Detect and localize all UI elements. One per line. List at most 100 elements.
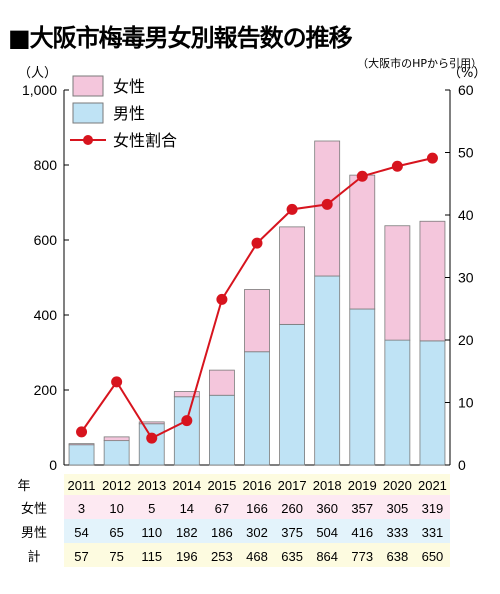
bar-female-2012: [103, 436, 130, 442]
table-bg-male: [64, 519, 450, 543]
table-cell-male: 65: [109, 525, 123, 540]
table-cell-male: 375: [281, 525, 303, 540]
table-cell-male: 186: [211, 525, 233, 540]
ratio-point-2015: [216, 293, 228, 305]
y-right-tick-label: 0: [458, 457, 466, 473]
table-cell-total: 635: [281, 549, 303, 564]
y-right-tick-label: 60: [458, 82, 474, 98]
legend-female-swatch: [72, 75, 104, 97]
y-right-tick-label: 50: [458, 145, 474, 161]
table-cell-female: 5: [148, 501, 155, 516]
ratio-point-2012: [111, 376, 123, 388]
ratio-point-2017: [286, 203, 298, 215]
table-total-label: 計: [27, 549, 40, 565]
table-cell-total: 57: [74, 549, 88, 564]
bar-male-2018: [314, 275, 341, 466]
ratio-point-2016: [251, 237, 263, 249]
table-bg-total: [64, 543, 450, 567]
bar-female-2015: [209, 369, 235, 396]
table-cell-male: 182: [176, 525, 198, 540]
bar-male-2020: [384, 339, 411, 466]
bar-male-2012: [103, 440, 130, 466]
table-cell-total: 864: [316, 549, 338, 564]
table-cell-female: 360: [316, 501, 338, 516]
x-tick-label: 2016: [243, 478, 272, 493]
table-cell-total: 115: [141, 549, 162, 564]
table-cell-male: 333: [387, 525, 409, 540]
bar-male-2013: [138, 423, 165, 466]
bar-male-2021: [419, 340, 446, 466]
legend-ratio-marker: [83, 135, 93, 145]
table-cell-male: 331: [422, 525, 444, 540]
right-axis-unit: （%）: [448, 66, 487, 81]
x-tick-label: 2017: [278, 478, 307, 493]
table-cell-female: 357: [351, 501, 373, 516]
ratio-point-2014: [181, 415, 193, 427]
x-tick-label: 2015: [207, 478, 236, 493]
table-cell-total: 638: [387, 549, 409, 564]
y-left-tick-label: 0: [49, 457, 57, 473]
ratio-point-2018: [321, 198, 333, 210]
table-cell-total: 468: [246, 549, 268, 564]
table-cell-female: 10: [109, 501, 123, 516]
table-cell-total: 253: [211, 549, 233, 564]
y-left-tick-label: 400: [34, 307, 58, 323]
table-cell-female: 305: [387, 501, 409, 516]
y-right-tick-label: 20: [458, 332, 474, 348]
y-left-tick-label: 600: [34, 232, 58, 248]
bar-male-2015: [209, 394, 235, 466]
table-cell-female: 319: [422, 501, 444, 516]
x-tick-label: 2021: [418, 478, 447, 493]
x-tick-label: 2011: [68, 478, 96, 493]
source-note: （大阪市のHPから引用）: [357, 57, 482, 70]
legend-female-label: 女性: [113, 77, 145, 96]
table-cell-female: 67: [215, 501, 229, 516]
table-male-label: 男性: [21, 526, 47, 541]
table-cell-male: 54: [74, 525, 88, 540]
legend-ratio-label: 女性割合: [113, 131, 177, 150]
bar-male-2017: [279, 323, 305, 466]
bar-female-2011: [68, 443, 95, 446]
table-female-label: 女性: [21, 501, 47, 517]
y-left-tick-label: 200: [34, 382, 58, 398]
table-cell-male: 302: [246, 525, 268, 540]
ratio-point-2019: [356, 170, 368, 182]
table-cell-female: 3: [78, 501, 85, 516]
bar-female-2020: [384, 225, 411, 341]
table-cell-male: 110: [141, 525, 162, 540]
x-tick-label: 2019: [348, 478, 377, 493]
table-year-label: 年: [17, 479, 30, 494]
bar-male-2014: [173, 396, 200, 466]
bar-female-2017: [279, 226, 305, 325]
table-cell-total: 196: [176, 549, 198, 564]
y-right-tick-label: 10: [458, 395, 474, 411]
x-tick-label: 2020: [383, 478, 412, 493]
ratio-point-2013: [146, 432, 158, 444]
y-right-tick-label: 40: [458, 207, 474, 223]
ratio-point-2020: [391, 160, 403, 172]
y-right-tick-label: 30: [458, 270, 474, 286]
ratio-point-2021: [426, 152, 438, 164]
chart-title: ■大阪市梅毒男女別報告数の推移: [8, 24, 353, 52]
x-tick-label: 2014: [172, 478, 201, 493]
table-cell-female: 260: [281, 501, 303, 516]
x-tick-label: 2013: [137, 478, 166, 493]
y-left-tick-label: 1,000: [22, 82, 57, 98]
left-axis-unit: （人）: [18, 66, 58, 81]
bar-male-2019: [349, 308, 376, 466]
bar-female-2014: [173, 391, 200, 398]
legend-male-swatch: [72, 102, 104, 124]
x-tick-label: 2018: [313, 478, 342, 493]
y-left-tick-label: 800: [34, 157, 58, 173]
legend-male-label: 男性: [113, 104, 145, 123]
table-cell-total: 650: [422, 549, 444, 564]
x-tick-label: 2012: [102, 478, 131, 493]
table-cell-total: 773: [351, 549, 373, 564]
bar-male-2011: [68, 444, 95, 466]
table-cell-male: 416: [351, 525, 373, 540]
bar-male-2016: [244, 351, 270, 466]
table-cell-female: 14: [180, 501, 194, 516]
table-cell-female: 166: [246, 501, 268, 516]
legend: 女性 男性 女性割合: [70, 75, 177, 150]
